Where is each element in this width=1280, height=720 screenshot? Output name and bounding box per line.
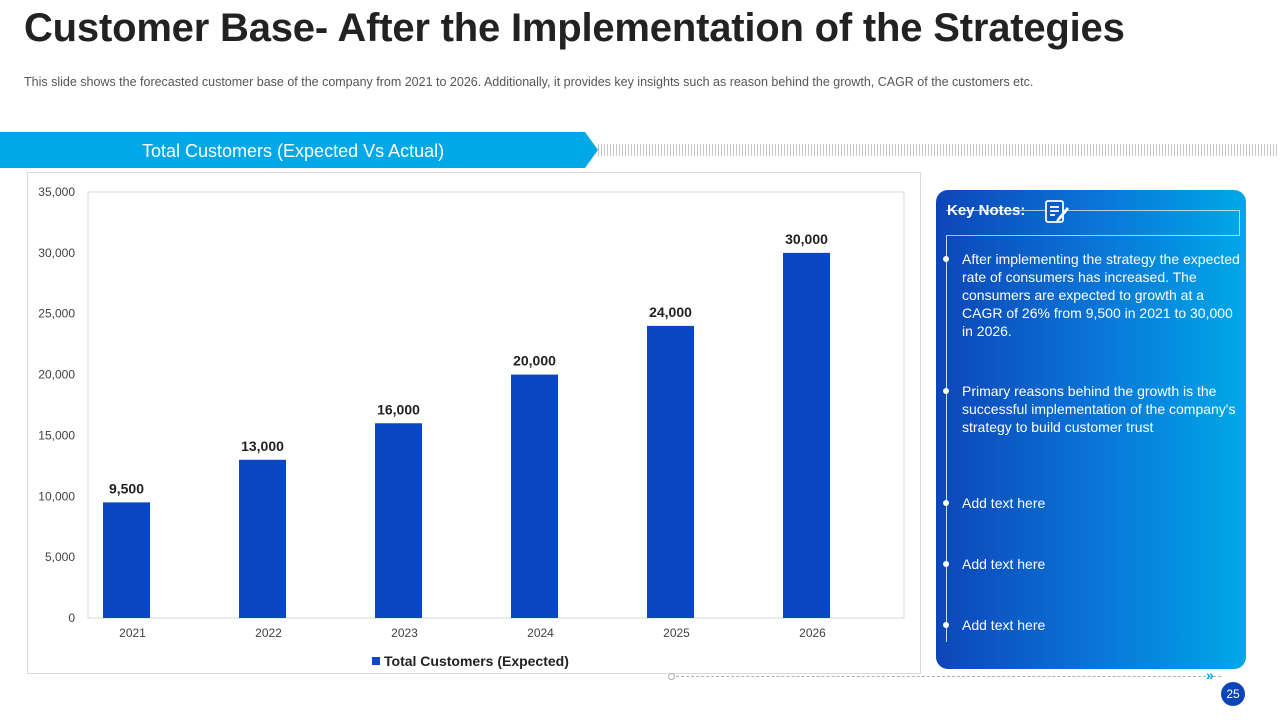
note-text: After implementing the strategy the expe…: [962, 251, 1240, 339]
bar: [375, 423, 422, 618]
banner-hatch-decoration: [598, 144, 1278, 156]
note-text: Add text here: [962, 495, 1046, 511]
bar-data-label: 24,000: [649, 304, 692, 320]
bullet-dot-icon: [943, 388, 949, 394]
note-item: Add text here: [943, 494, 1242, 512]
y-tick-label: 20,000: [38, 368, 75, 382]
legend-swatch: [372, 657, 380, 665]
bullet-dot-icon: [943, 256, 949, 262]
note-item: Add text here: [943, 555, 1242, 573]
y-tick-label: 15,000: [38, 428, 75, 442]
footer-divider: [671, 676, 1221, 677]
bar: [103, 502, 150, 618]
bar-data-label: 30,000: [785, 231, 828, 247]
bar: [783, 252, 830, 618]
note-text: Add text here: [962, 556, 1046, 572]
banner-label: Total Customers (Expected Vs Actual): [142, 141, 445, 161]
y-tick-label: 5,000: [45, 550, 75, 564]
key-notes-panel: Key Notes: After implementing the strate…: [936, 190, 1246, 669]
page-number: 25: [1221, 682, 1245, 706]
bar-data-label: 16,000: [377, 401, 420, 417]
bar: [647, 325, 694, 618]
bullet-dot-icon: [943, 500, 949, 506]
x-tick-label: 2022: [255, 626, 282, 640]
note-item: Primary reasons behind the growth is the…: [943, 382, 1242, 436]
notes-timeline: [946, 236, 947, 642]
x-tick-label: 2023: [391, 626, 418, 640]
y-tick-label: 25,000: [38, 307, 75, 321]
bullet-dot-icon: [943, 622, 949, 628]
bar-data-label: 9,500: [109, 480, 144, 496]
x-tick-label: 2024: [527, 626, 554, 640]
x-tick-label: 2025: [663, 626, 690, 640]
edit-notes-icon: [1045, 200, 1069, 223]
chart-frame: 0 5,000 10,000 15,000 20,000 25,000 30,000 35,0…: [27, 172, 921, 674]
bar-data-label: 20,000: [513, 353, 556, 369]
y-tick-label: 30,000: [38, 246, 75, 260]
double-chevron-icon: »: [1206, 667, 1214, 683]
note-text: Primary reasons behind the growth is the…: [962, 383, 1236, 435]
bar-chart: 0 5,000 10,000 15,000 20,000 25,000 30,000 35,0…: [38, 185, 905, 669]
slide-subtitle: This slide shows the forecasted customer…: [24, 75, 1034, 89]
bar: [239, 459, 286, 618]
x-tick-label: 2026: [799, 626, 826, 640]
bullet-dot-icon: [943, 561, 949, 567]
section-banner: Total Customers (Expected Vs Actual): [0, 132, 598, 168]
legend-label: Total Customers (Expected): [384, 653, 569, 669]
note-text: Add text here: [962, 617, 1046, 633]
notes-header: Key Notes:: [947, 202, 1026, 219]
bar: [511, 374, 558, 618]
notes-header-frame: [946, 210, 1240, 236]
bar-data-label: 13,000: [241, 438, 284, 454]
slide-title: Customer Base- After the Implementation …: [24, 6, 1125, 50]
y-tick-label: 0: [68, 611, 75, 625]
y-tick-label: 10,000: [38, 489, 75, 503]
footer-circle-icon: [668, 673, 675, 680]
note-item: Add text here: [943, 616, 1242, 634]
plot-area-border: [87, 191, 905, 619]
y-tick-label: 35,000: [38, 185, 75, 199]
note-item: After implementing the strategy the expe…: [943, 250, 1242, 340]
x-tick-label: 2021: [119, 626, 146, 640]
